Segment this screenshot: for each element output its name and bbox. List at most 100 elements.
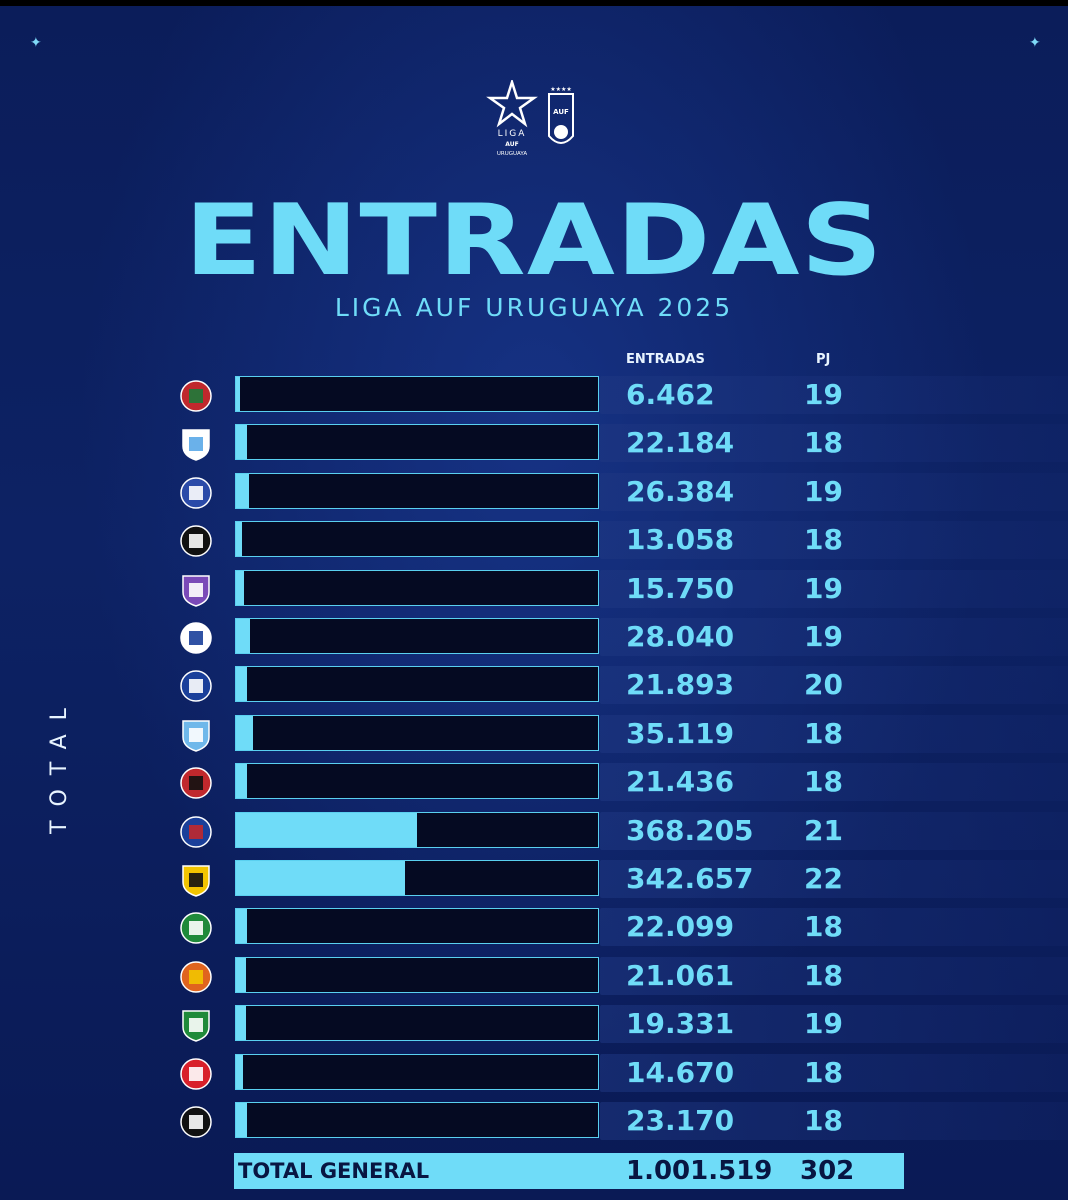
club-crest-icon	[180, 815, 212, 848]
club-crest-icon	[180, 1057, 212, 1090]
entradas-value: 15.750	[626, 571, 735, 605]
liga-logo-text-2: AUF	[505, 141, 518, 148]
row-background	[600, 618, 1068, 656]
row-background	[600, 1053, 1068, 1092]
bar-track	[235, 956, 599, 993]
pj-value: 19	[804, 378, 843, 411]
entradas-value: 23.170	[626, 1104, 735, 1137]
entradas-value: 22.184	[626, 426, 735, 460]
chart-row: 13.058 18	[170, 521, 1068, 563]
row-background	[600, 956, 1068, 995]
pj-value: 18	[804, 1055, 843, 1089]
entradas-value: 28.040	[626, 620, 735, 653]
auf-logo: ★★★★ AUF	[548, 86, 574, 144]
entradas-value: 13.058	[626, 523, 735, 557]
bar-track	[235, 714, 599, 751]
club-crest-icon	[182, 429, 210, 462]
chart-row: 21.436 18	[170, 763, 1068, 805]
entradas-value: 22.099	[626, 910, 735, 944]
bar-track	[235, 860, 599, 896]
club-crest-icon	[182, 574, 210, 607]
column-header-entradas: ENTRADAS	[626, 352, 705, 367]
club-crest-icon	[182, 865, 210, 897]
pj-value: 18	[804, 958, 843, 992]
club-crest-icon	[180, 1106, 212, 1138]
entradas-value: 6.462	[626, 378, 715, 411]
club-crest-icon	[180, 380, 212, 412]
bar-track	[235, 1053, 599, 1090]
bar	[236, 377, 240, 411]
chart-row: 368.205 21	[170, 811, 1068, 854]
liga-logo-text-1: LIGA	[498, 129, 527, 139]
club-crest-icon	[182, 720, 210, 752]
bar	[236, 619, 250, 653]
row-background	[600, 763, 1068, 802]
bar-track	[235, 618, 599, 654]
svg-text:★★★★: ★★★★	[550, 86, 572, 93]
entradas-value: 342.657	[626, 862, 754, 895]
liga-logo-text-3: URUGUAYA	[497, 151, 527, 157]
entradas-value: 35.119	[626, 716, 735, 750]
entradas-value: 21.436	[626, 765, 735, 799]
chart-row: 19.331 19	[170, 1005, 1068, 1047]
bar-track	[235, 1005, 599, 1042]
bar	[236, 764, 247, 799]
row-background	[600, 714, 1068, 753]
chart-row: 22.184 18	[170, 424, 1068, 466]
bar-track	[235, 811, 599, 848]
pj-value: 20	[804, 668, 843, 702]
chart-row: 21.893 20	[170, 666, 1068, 708]
bar-track	[235, 908, 599, 945]
total-label: TOTAL GENERAL	[238, 1159, 430, 1183]
pj-value: 18	[804, 523, 843, 557]
bar	[236, 425, 247, 460]
entradas-value: 368.205	[626, 813, 754, 847]
club-crest-icon	[182, 1010, 210, 1042]
pj-value: 18	[804, 716, 843, 750]
bar-track	[235, 763, 599, 800]
bar	[236, 570, 244, 605]
row-background	[600, 424, 1068, 463]
bar	[236, 667, 247, 702]
bar	[236, 812, 418, 847]
bar	[236, 909, 247, 944]
chart-row: 6.462 19	[170, 376, 1068, 418]
row-background	[600, 569, 1068, 608]
pj-value: 18	[804, 1104, 843, 1137]
row-background	[600, 521, 1068, 560]
club-crest-icon	[180, 477, 212, 509]
bar-track	[235, 424, 599, 461]
chart-row: 342.657 22	[170, 860, 1068, 902]
entradas-value: 26.384	[626, 474, 735, 508]
sparkle-icon: ✦	[1029, 35, 1041, 51]
bar	[236, 1054, 244, 1089]
row-background	[600, 1005, 1068, 1044]
chart-row: 23.170 18	[170, 1102, 1068, 1144]
chart-row: 14.670 18	[170, 1053, 1068, 1096]
total-row: TOTAL GENERAL 1.001.519 302	[234, 1153, 904, 1189]
bar	[236, 715, 254, 750]
club-crest-icon	[180, 961, 212, 993]
pj-value: 19	[804, 1007, 843, 1041]
row-background	[600, 376, 1068, 414]
club-crest-icon	[180, 525, 212, 557]
entradas-value: 19.331	[626, 1007, 735, 1041]
pj-value: 19	[804, 474, 843, 508]
auf-logo-text: AUF	[553, 108, 569, 116]
pj-value: 22	[804, 862, 843, 895]
infographic-canvas: ✦ ✦ LIGA AUF URUGUAYA ★★★★ AUF ENTRADAS …	[0, 6, 1068, 1200]
bar	[236, 861, 405, 895]
entradas-value: 14.670	[626, 1055, 735, 1089]
bar	[236, 957, 247, 992]
bar-track	[235, 521, 599, 558]
chart-row: 21.061 18	[170, 956, 1068, 999]
page-title: ENTRADAS	[184, 184, 884, 298]
row-background	[600, 472, 1068, 511]
chart-rows: 6.462 19 22.184 18 26.384 19 13.058 18 15.750 19 2…	[0, 6, 1068, 1200]
liga-auf-logo: LIGA AUF URUGUAYA	[486, 80, 538, 157]
row-background	[600, 811, 1068, 850]
row-background	[600, 908, 1068, 947]
club-crest-icon	[180, 670, 212, 703]
entradas-value: 21.061	[626, 958, 735, 992]
total-pj: 302	[800, 1156, 855, 1186]
